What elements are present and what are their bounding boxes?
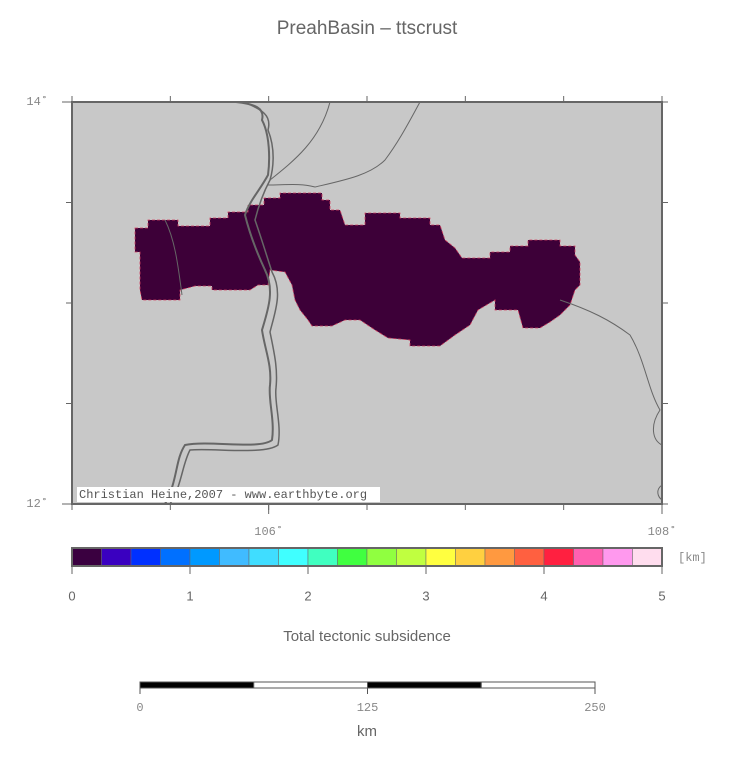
colorbar-segment [337,547,368,567]
colorbar-tick-label: 4 [540,588,547,603]
colorbar-tick-label: 3 [422,588,429,603]
colorbar-segment [632,547,663,567]
colorbar-segment [425,547,456,567]
lat-label: 12˚ [26,497,48,511]
colorbar-segment [307,547,338,567]
colorbar-segment [484,547,515,567]
lat-label: 14˚ [26,95,48,109]
colorbar-unit: [km] [678,551,707,565]
scalebar-tick-label: 125 [357,701,379,715]
scalebar-segment [139,681,255,689]
colorbar-tick-label: 0 [68,588,75,603]
colorbar-segment [514,547,545,567]
colorbar-segment [543,547,574,567]
colorbar-label: Total tectonic subsidence [283,628,451,645]
colorbar-segment [101,547,132,567]
lon-label: 106˚ [254,525,283,539]
colorbar-segment [455,547,486,567]
title: PreahBasin – ttscrust [277,18,458,39]
colorbar-segment [219,547,250,567]
colorbar-segment [160,547,191,567]
colorbar-segment [573,547,604,567]
colorbar-tick-label: 1 [186,588,193,603]
colorbar-tick-label: 5 [658,588,665,603]
colorbar-tick-label: 2 [304,588,311,603]
colorbar-segment [278,547,309,567]
scalebar-tick-label: 0 [136,701,143,715]
colorbar-segment [396,547,427,567]
colorbar-segment [248,547,279,567]
colorbar-segment [71,547,102,567]
basin [134,192,581,347]
colorbar-segment [189,547,220,567]
credit: Christian Heine,2007 - www.earthbyte.org [79,488,367,502]
scalebar-unit: km [357,723,377,740]
scalebar-segment [253,681,368,689]
credit-box [77,487,380,502]
colorbar-segment [602,547,633,567]
scalebar-segment [367,681,482,689]
lon-label: 108˚ [648,525,677,539]
scalebar-tick-label: 250 [584,701,606,715]
colorbar-frame [71,547,663,567]
colorbar-segment [366,547,397,567]
colorbar-segment [130,547,161,567]
scalebar-segment [480,681,596,689]
